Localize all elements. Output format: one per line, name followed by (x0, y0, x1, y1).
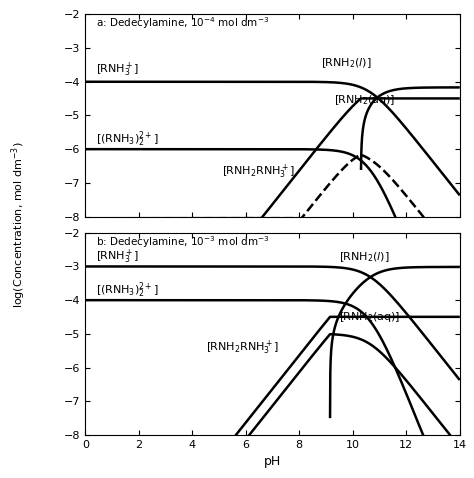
Text: a: Dedecylamine, 10$^{-4}$ mol dm$^{-3}$: a: Dedecylamine, 10$^{-4}$ mol dm$^{-3}$ (96, 15, 269, 31)
Text: [RNH$_2$RNH$_3^+$]: [RNH$_2$RNH$_3^+$] (222, 162, 294, 181)
Text: b: Dedecylamine, 10$^{-3}$ mol dm$^{-3}$: b: Dedecylamine, 10$^{-3}$ mol dm$^{-3}$ (96, 234, 270, 250)
Text: [(RNH$_3$)$_2^{2+}$]: [(RNH$_3$)$_2^{2+}$] (96, 281, 159, 301)
Text: [RNH$_3^+$]: [RNH$_3^+$] (96, 61, 139, 79)
Text: log(Concentration, mol dm$^{-3}$): log(Concentration, mol dm$^{-3}$) (9, 141, 28, 308)
Text: [RNH$_2$(aq)]: [RNH$_2$(aq)] (334, 93, 395, 107)
Text: [RNH$_3^+$]: [RNH$_3^+$] (96, 248, 139, 267)
Text: [RNH$_2$(aq)]: [RNH$_2$(aq)] (339, 310, 401, 325)
X-axis label: pH: pH (264, 456, 281, 468)
Text: [RNH$_2$($\it{l}$)]: [RNH$_2$($\it{l}$)] (339, 250, 390, 264)
Text: [(RNH$_3$)$_2^{2+}$]: [(RNH$_3$)$_2^{2+}$] (96, 130, 159, 150)
Text: [RNH$_2$RNH$_3^+$]: [RNH$_2$RNH$_3^+$] (206, 338, 279, 357)
Text: [RNH$_2$($\it{l}$)]: [RNH$_2$($\it{l}$)] (321, 57, 371, 70)
